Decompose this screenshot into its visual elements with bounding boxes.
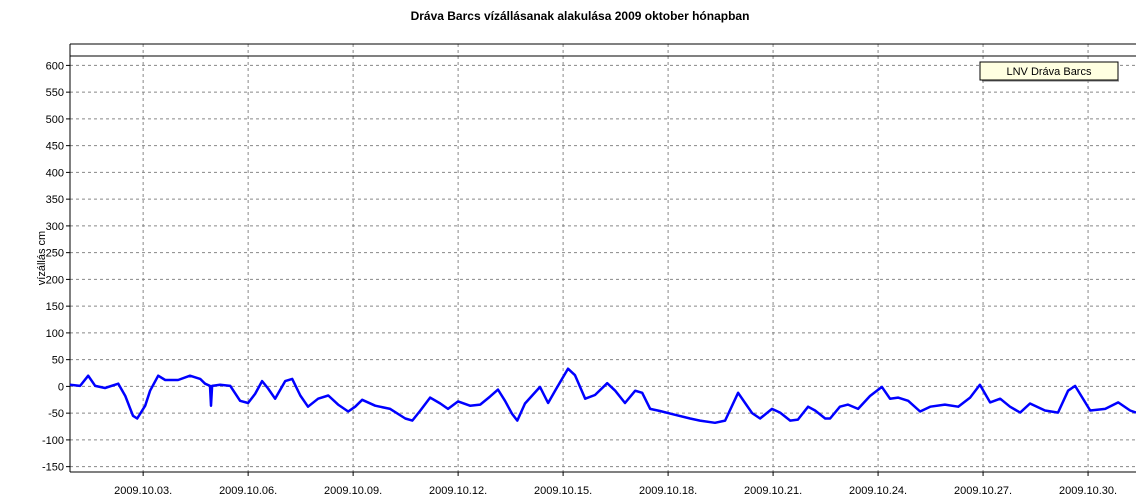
y-tick-label: -50 [48,408,64,420]
x-tick-label: 2009.10.30. [1059,485,1117,497]
x-tick-label: 2009.10.18. [639,485,697,497]
x-tick-label: 2009.10.21. [744,485,802,497]
y-axis-label: vízállás cm [36,231,48,285]
y-tick-label: 350 [46,194,64,206]
y-tick-label: 200 [46,274,64,286]
x-tick-label: 2009.10.24. [849,485,907,497]
y-tick-label: -100 [42,435,64,447]
x-tick-label: 2009.10.27. [954,485,1012,497]
y-tick-label: 400 [46,167,64,179]
x-tick-label: 2009.10.15. [534,485,592,497]
y-tick-label: 450 [46,141,64,153]
x-tick-label: 2009.10.06. [219,485,277,497]
chart-title: Dráva Barcs vízállásanak alakulása 2009 … [411,9,750,23]
y-tick-label: 150 [46,301,64,313]
y-tick-label: 300 [46,221,64,233]
legend-label: LNV Dráva Barcs [1007,66,1092,78]
y-tick-label: 0 [58,381,64,393]
y-tick-label: 50 [52,355,64,367]
data-line [69,367,1136,425]
y-tick-label: 550 [46,87,64,99]
x-tick-label: 2009.10.12. [429,485,487,497]
legend-box [979,61,1119,81]
y-tick-label: 500 [46,114,64,126]
x-tick-label: 2009.10.09. [324,485,382,497]
y-tick-label: 250 [46,248,64,260]
y-tick-label: 100 [46,328,64,340]
x-tick-label: 2009.10.03. [114,485,172,497]
y-tick-label: 600 [46,60,64,72]
y-tick-label: -150 [42,462,64,474]
